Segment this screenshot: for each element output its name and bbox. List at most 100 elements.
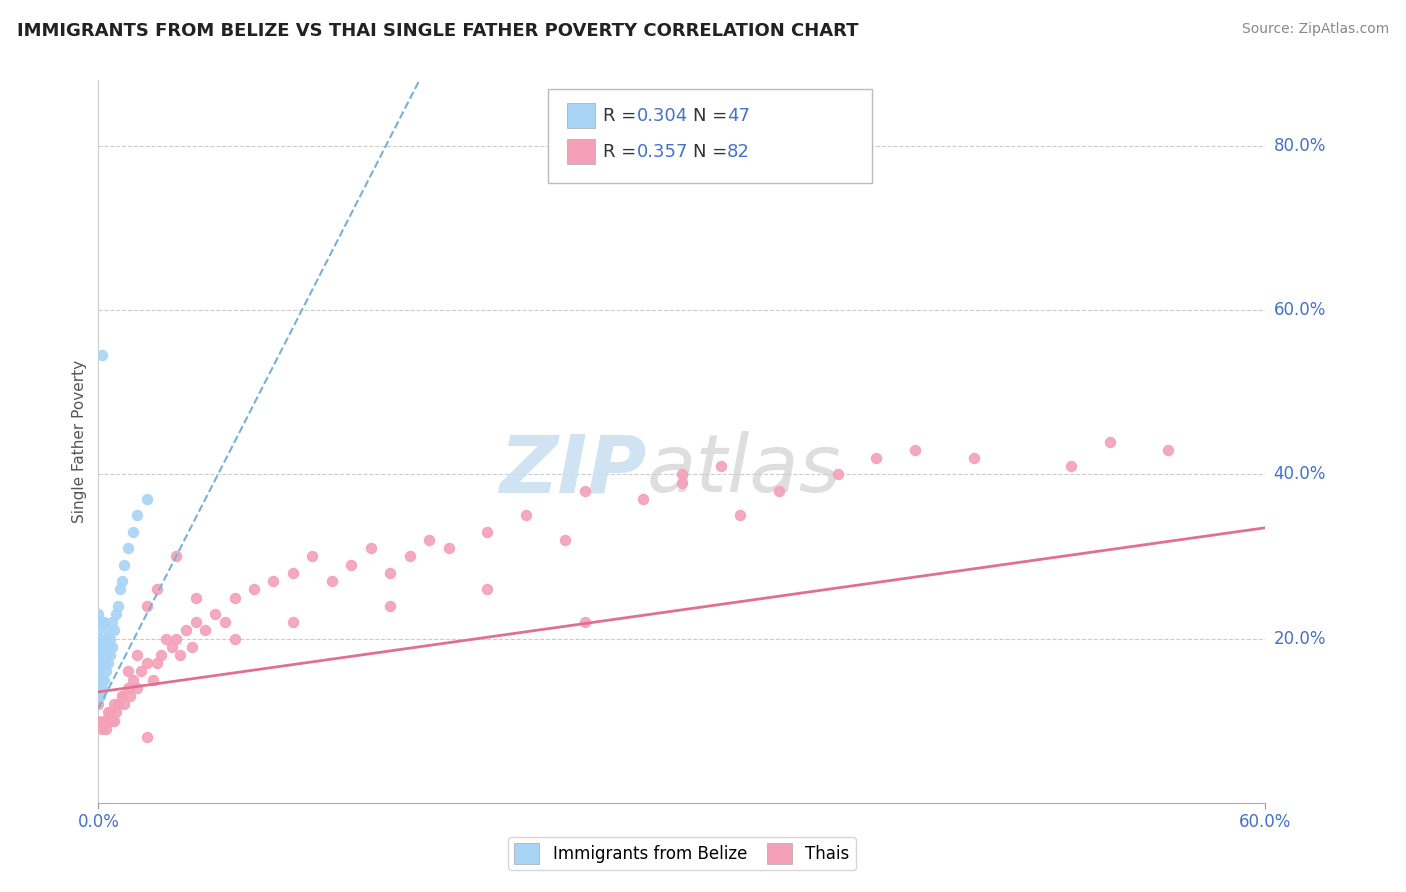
Point bbox=[96, 665, 118, 679]
Point bbox=[224, 632, 246, 646]
Point bbox=[87, 665, 110, 679]
Point bbox=[87, 657, 110, 671]
Text: 47: 47 bbox=[727, 107, 749, 125]
Point bbox=[87, 673, 110, 687]
Point bbox=[87, 681, 110, 695]
Point bbox=[574, 615, 596, 630]
Point bbox=[87, 632, 110, 646]
Point bbox=[184, 591, 207, 605]
Point bbox=[281, 615, 304, 630]
Point bbox=[127, 681, 149, 695]
Point bbox=[146, 657, 169, 671]
Point bbox=[112, 558, 135, 572]
Text: ZIP: ZIP bbox=[499, 432, 647, 509]
Point bbox=[117, 665, 139, 679]
Point bbox=[321, 574, 343, 588]
Point bbox=[118, 689, 141, 703]
Point bbox=[142, 673, 165, 687]
Point bbox=[281, 566, 304, 580]
Point bbox=[515, 508, 537, 523]
Point bbox=[87, 681, 110, 695]
Point bbox=[104, 607, 127, 621]
Point bbox=[180, 640, 202, 654]
Point bbox=[87, 607, 110, 621]
Point bbox=[97, 624, 120, 638]
Point bbox=[87, 698, 110, 712]
Point bbox=[93, 673, 115, 687]
Point bbox=[89, 681, 111, 695]
Point bbox=[418, 533, 440, 547]
Point bbox=[89, 648, 111, 662]
Point bbox=[87, 714, 110, 728]
Point bbox=[398, 549, 420, 564]
Point bbox=[730, 508, 752, 523]
Point bbox=[91, 640, 114, 654]
Point bbox=[169, 648, 191, 662]
Text: 82: 82 bbox=[727, 143, 749, 161]
Point bbox=[127, 648, 149, 662]
Point bbox=[97, 640, 120, 654]
Point bbox=[93, 657, 115, 671]
Point bbox=[146, 582, 169, 597]
Point bbox=[129, 665, 152, 679]
Point bbox=[1060, 459, 1083, 474]
Text: 20.0%: 20.0% bbox=[1274, 630, 1326, 648]
Point bbox=[127, 508, 149, 523]
Point bbox=[174, 624, 197, 638]
Point bbox=[101, 615, 124, 630]
Point bbox=[122, 673, 145, 687]
Point bbox=[865, 450, 887, 465]
Point bbox=[91, 722, 114, 736]
Point bbox=[89, 657, 111, 671]
Point bbox=[214, 615, 236, 630]
Point bbox=[184, 615, 207, 630]
Point bbox=[101, 714, 124, 728]
Point bbox=[671, 467, 693, 482]
Text: 40.0%: 40.0% bbox=[1274, 466, 1326, 483]
Point bbox=[710, 459, 733, 474]
Point bbox=[87, 657, 110, 671]
Point bbox=[155, 632, 177, 646]
Point bbox=[103, 698, 125, 712]
Point bbox=[111, 689, 134, 703]
Text: 60.0%: 60.0% bbox=[1274, 301, 1326, 319]
Text: atlas: atlas bbox=[647, 432, 842, 509]
Point bbox=[91, 681, 114, 695]
Point bbox=[96, 648, 118, 662]
Point bbox=[97, 706, 120, 720]
Point bbox=[136, 730, 159, 744]
Point bbox=[89, 673, 111, 687]
Point bbox=[96, 722, 118, 736]
Point bbox=[340, 558, 363, 572]
Text: 0.357: 0.357 bbox=[637, 143, 689, 161]
Point bbox=[91, 615, 114, 630]
Point bbox=[1098, 434, 1121, 449]
Point bbox=[87, 673, 110, 687]
Point bbox=[380, 566, 402, 580]
Y-axis label: Single Father Poverty: Single Father Poverty bbox=[72, 360, 87, 523]
Point bbox=[360, 541, 382, 556]
Point bbox=[93, 714, 115, 728]
Point bbox=[165, 549, 187, 564]
Point bbox=[87, 665, 110, 679]
Point bbox=[1157, 442, 1180, 457]
Point bbox=[89, 689, 111, 703]
Point bbox=[97, 657, 120, 671]
Point bbox=[671, 475, 693, 490]
Point bbox=[111, 574, 134, 588]
Text: R =: R = bbox=[603, 107, 643, 125]
Point bbox=[98, 648, 121, 662]
Point bbox=[117, 681, 139, 695]
Point bbox=[768, 483, 790, 498]
Point bbox=[101, 640, 124, 654]
Point bbox=[136, 657, 159, 671]
Point bbox=[122, 524, 145, 539]
Point bbox=[89, 632, 111, 646]
Point bbox=[243, 582, 266, 597]
Point bbox=[117, 541, 139, 556]
Text: 0.304: 0.304 bbox=[637, 107, 688, 125]
Point bbox=[554, 533, 576, 547]
Point bbox=[962, 450, 984, 465]
Point bbox=[87, 624, 110, 638]
Point bbox=[91, 348, 114, 362]
